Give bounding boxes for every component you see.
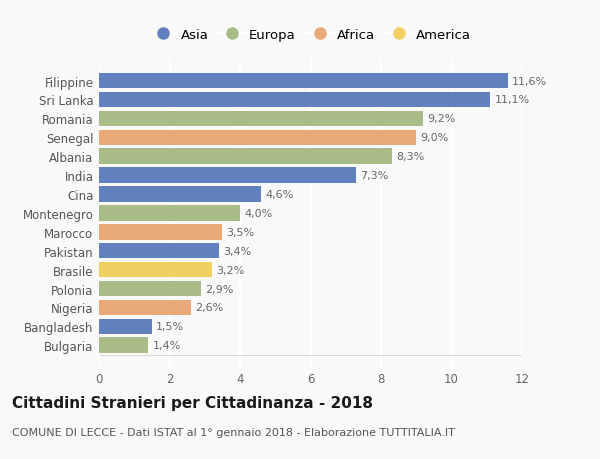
Bar xyxy=(99,243,219,259)
Text: 1,4%: 1,4% xyxy=(152,341,181,351)
Text: 3,5%: 3,5% xyxy=(227,227,255,237)
Bar xyxy=(99,224,223,240)
Text: 11,6%: 11,6% xyxy=(512,76,547,86)
Text: COMUNE DI LECCE - Dati ISTAT al 1° gennaio 2018 - Elaborazione TUTTITALIA.IT: COMUNE DI LECCE - Dati ISTAT al 1° genna… xyxy=(12,427,455,437)
Bar xyxy=(99,73,508,89)
Bar xyxy=(99,187,261,202)
Bar xyxy=(99,149,392,165)
Bar xyxy=(99,281,201,297)
Bar xyxy=(99,130,416,146)
Text: 4,0%: 4,0% xyxy=(244,208,272,218)
Bar xyxy=(99,262,212,278)
Bar xyxy=(99,112,424,127)
Text: 2,9%: 2,9% xyxy=(205,284,234,294)
Text: 7,3%: 7,3% xyxy=(361,171,389,181)
Bar xyxy=(99,319,152,334)
Bar xyxy=(99,300,191,315)
Text: 3,2%: 3,2% xyxy=(216,265,244,275)
Text: 11,1%: 11,1% xyxy=(494,95,530,105)
Text: 9,2%: 9,2% xyxy=(428,114,456,124)
Bar xyxy=(99,93,490,108)
Legend: Asia, Europa, Africa, America: Asia, Europa, Africa, America xyxy=(148,26,473,45)
Bar xyxy=(99,338,148,353)
Text: 3,4%: 3,4% xyxy=(223,246,251,256)
Text: Cittadini Stranieri per Cittadinanza - 2018: Cittadini Stranieri per Cittadinanza - 2… xyxy=(12,395,373,410)
Text: 4,6%: 4,6% xyxy=(265,190,293,200)
Text: 8,3%: 8,3% xyxy=(396,152,424,162)
Text: 9,0%: 9,0% xyxy=(421,133,449,143)
Text: 1,5%: 1,5% xyxy=(156,322,184,331)
Bar xyxy=(99,206,240,221)
Bar xyxy=(99,168,356,184)
Text: 2,6%: 2,6% xyxy=(195,303,223,313)
